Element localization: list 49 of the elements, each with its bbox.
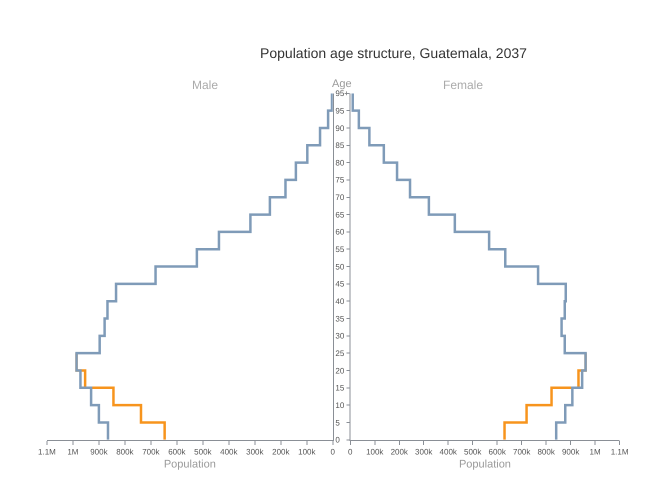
y-tick-label: 40 bbox=[335, 296, 345, 306]
y-tick-label: 90 bbox=[335, 124, 345, 133]
x-tick-label: 100k bbox=[366, 447, 384, 456]
y-tick-label: 95 bbox=[335, 106, 345, 116]
y-tick-label: 10 bbox=[335, 400, 345, 410]
x-tick-label: 1.1M bbox=[38, 447, 56, 456]
y-tick-label: 30 bbox=[335, 332, 345, 341]
x-tick-label: 700k bbox=[512, 447, 532, 456]
x-tick-label: 0 bbox=[348, 447, 354, 456]
y-tick-label: 80 bbox=[335, 158, 345, 168]
y-tick-label: 25 bbox=[335, 348, 345, 358]
x-tick-label: 400k bbox=[220, 447, 238, 456]
chart-subtitle: Male bbox=[192, 78, 218, 92]
x-tick-label: 800k bbox=[537, 447, 556, 456]
x-tick-label: 800k bbox=[116, 447, 135, 456]
y-tick-label: 75 bbox=[335, 176, 345, 185]
y-tick-label: 60 bbox=[335, 228, 345, 237]
x-tick-label: 700k bbox=[142, 447, 161, 456]
text: Population age structure, Guatemala, 2037 bbox=[260, 45, 528, 61]
x-tick-label: 300k bbox=[415, 447, 434, 456]
x-tick-label: 900k bbox=[90, 447, 109, 456]
x-tick-label: 500k bbox=[194, 447, 213, 456]
y-tick-label: 65 bbox=[335, 210, 345, 220]
x-tick-label: 300k bbox=[246, 447, 264, 456]
x-tick-label: 1.1M bbox=[610, 447, 629, 456]
y-tick-label: 50 bbox=[335, 262, 345, 272]
x-tick-label: 200k bbox=[390, 447, 409, 456]
x-tick-label: 1M bbox=[67, 447, 79, 456]
x-axis-title: Population bbox=[458, 458, 511, 471]
x-tick-label: 1M bbox=[590, 447, 602, 456]
x-tick-label: 600k bbox=[488, 447, 507, 456]
y-tick-label: 20 bbox=[335, 366, 345, 376]
y-tick-label: 35 bbox=[335, 314, 345, 324]
x-tick-label: 500k bbox=[464, 447, 482, 456]
x-tick-label: 600k bbox=[168, 447, 187, 456]
y-tick-label: 70 bbox=[335, 193, 345, 202]
x-tick-label: 200k bbox=[272, 447, 290, 456]
y-tick-label: 85 bbox=[335, 141, 345, 150]
x-axis-title: Population bbox=[164, 458, 216, 471]
chart-subtitle: Female bbox=[443, 78, 484, 92]
x-tick-label: 900k bbox=[562, 447, 580, 456]
y-axis-title: Age bbox=[332, 78, 352, 90]
y-tick-label: 45 bbox=[335, 280, 345, 289]
y-tick-label: 0 bbox=[335, 436, 340, 445]
y-tick-label: 5 bbox=[335, 418, 340, 428]
x-tick-label: 400k bbox=[440, 447, 458, 456]
y-tick-label: 55 bbox=[335, 245, 345, 254]
y-tick-label: 15 bbox=[335, 384, 345, 393]
x-tick-label: 100k bbox=[298, 447, 316, 456]
